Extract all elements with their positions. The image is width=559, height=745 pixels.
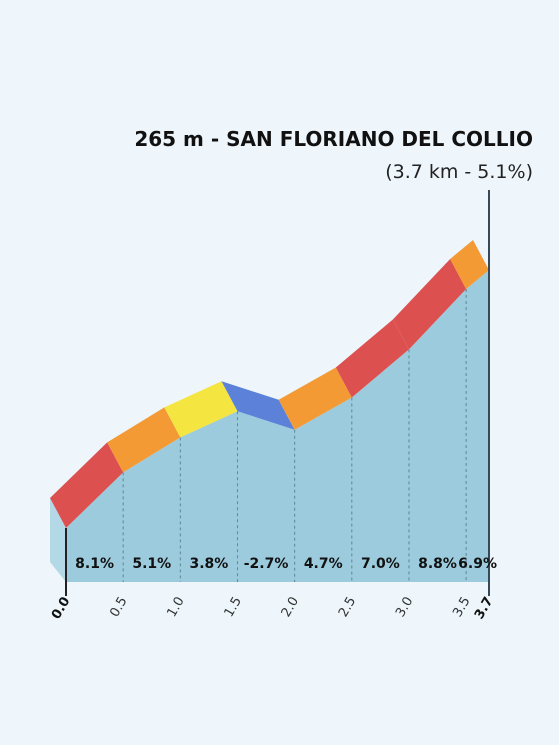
profile-side-face: [50, 498, 66, 582]
grade-label: 6.9%: [458, 556, 497, 572]
axis-lines: [65, 190, 490, 596]
x-tick-label: 3.0: [393, 595, 416, 620]
profile-area: [66, 270, 489, 582]
grade-label: 8.8%: [418, 556, 457, 572]
x-tick-label: 0.5: [107, 595, 130, 620]
x-tick-label: 0.0: [49, 595, 74, 622]
grade-label: 7.0%: [361, 556, 400, 572]
grade-label: 8.1%: [75, 556, 114, 572]
grade-band: [335, 319, 409, 398]
x-tick-label: 3.7: [472, 595, 497, 622]
x-tick-label: 3.5: [450, 595, 473, 620]
profile-fill: [66, 270, 489, 582]
gridlines: [122, 288, 467, 582]
grade-band: [107, 407, 181, 473]
x-tick-label: 1.0: [164, 595, 187, 620]
grade-band: [221, 381, 295, 430]
grade-label: -2.7%: [244, 556, 289, 572]
profile-side: [50, 498, 66, 582]
grade-band: [392, 258, 467, 350]
x-tick-label: 2.5: [336, 595, 359, 620]
grade-band: [450, 240, 489, 289]
grade-band: [164, 381, 238, 438]
x-tick-label: 1.5: [222, 595, 245, 620]
grade-label: 3.8%: [189, 556, 228, 572]
chart-subtitle: (3.7 km - 5.1%): [385, 161, 533, 183]
x-tick-label: 2.0: [279, 595, 302, 620]
grade-label: 4.7%: [304, 556, 343, 572]
chart-title: 265 m - SAN FLORIANO DEL COLLIO: [134, 127, 533, 151]
grade-band: [278, 367, 352, 430]
x-tick-labels: 0.0 0.5 1.0 1.5 2.0 2.5 3.0 3.53.7: [49, 595, 497, 622]
grade-labels: 8.1% 5.1% 3.8% -2.7% 4.7% 7.0% 8.8% 6.9%: [75, 556, 497, 572]
grade-band: [50, 442, 124, 528]
gradient-bands: [50, 240, 489, 528]
grade-label: 5.1%: [132, 556, 171, 572]
